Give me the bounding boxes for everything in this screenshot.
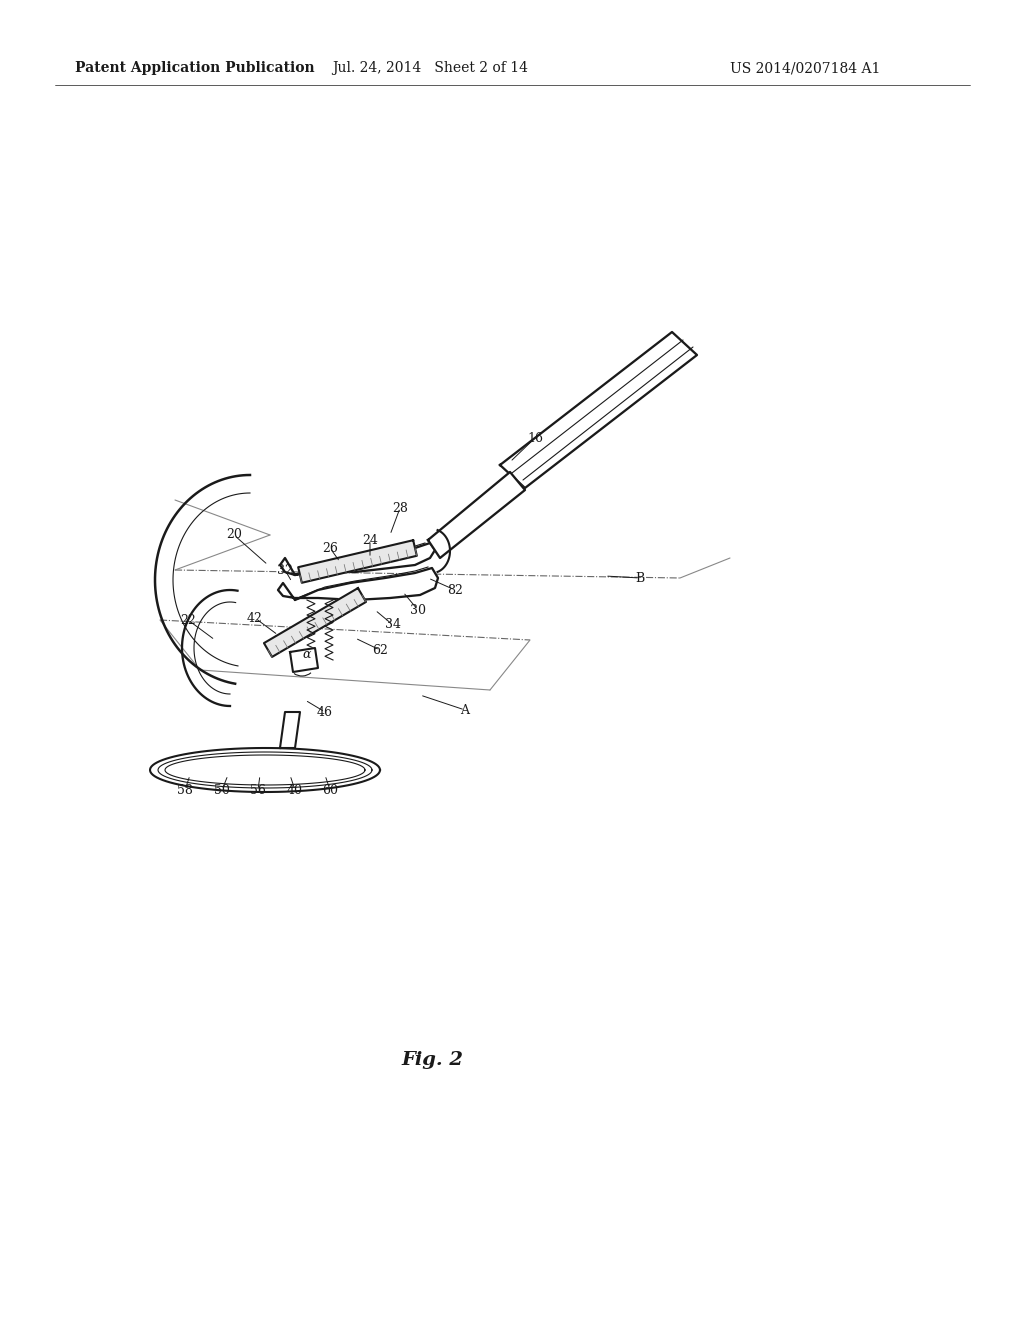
Text: 32: 32 [278,564,293,577]
Text: 56: 56 [250,784,266,796]
Text: Fig. 2: Fig. 2 [401,1051,463,1069]
Text: A: A [461,704,469,717]
Text: 16: 16 [527,432,543,445]
Polygon shape [500,333,697,488]
Text: 26: 26 [323,541,338,554]
Text: 28: 28 [392,502,408,515]
Text: α: α [303,648,311,660]
Text: 22: 22 [180,614,196,627]
Text: 24: 24 [362,533,378,546]
Text: 40: 40 [287,784,303,796]
Polygon shape [428,473,525,558]
Text: Jul. 24, 2014   Sheet 2 of 14: Jul. 24, 2014 Sheet 2 of 14 [332,61,528,75]
Text: 34: 34 [385,619,401,631]
Text: 58: 58 [177,784,193,796]
Text: B: B [635,572,645,585]
Text: 50: 50 [214,784,230,796]
Text: 46: 46 [317,705,333,718]
Text: US 2014/0207184 A1: US 2014/0207184 A1 [730,61,881,75]
Polygon shape [280,543,435,576]
Polygon shape [280,711,300,748]
Polygon shape [278,568,438,601]
Polygon shape [298,540,417,583]
Text: Patent Application Publication: Patent Application Publication [75,61,314,75]
Text: 62: 62 [372,644,388,656]
Text: 30: 30 [410,603,426,616]
Polygon shape [290,648,318,672]
Polygon shape [151,748,380,792]
Text: 20: 20 [226,528,242,541]
Text: 42: 42 [247,611,263,624]
Polygon shape [264,589,366,657]
Text: 82: 82 [447,583,463,597]
Text: 60: 60 [322,784,338,796]
